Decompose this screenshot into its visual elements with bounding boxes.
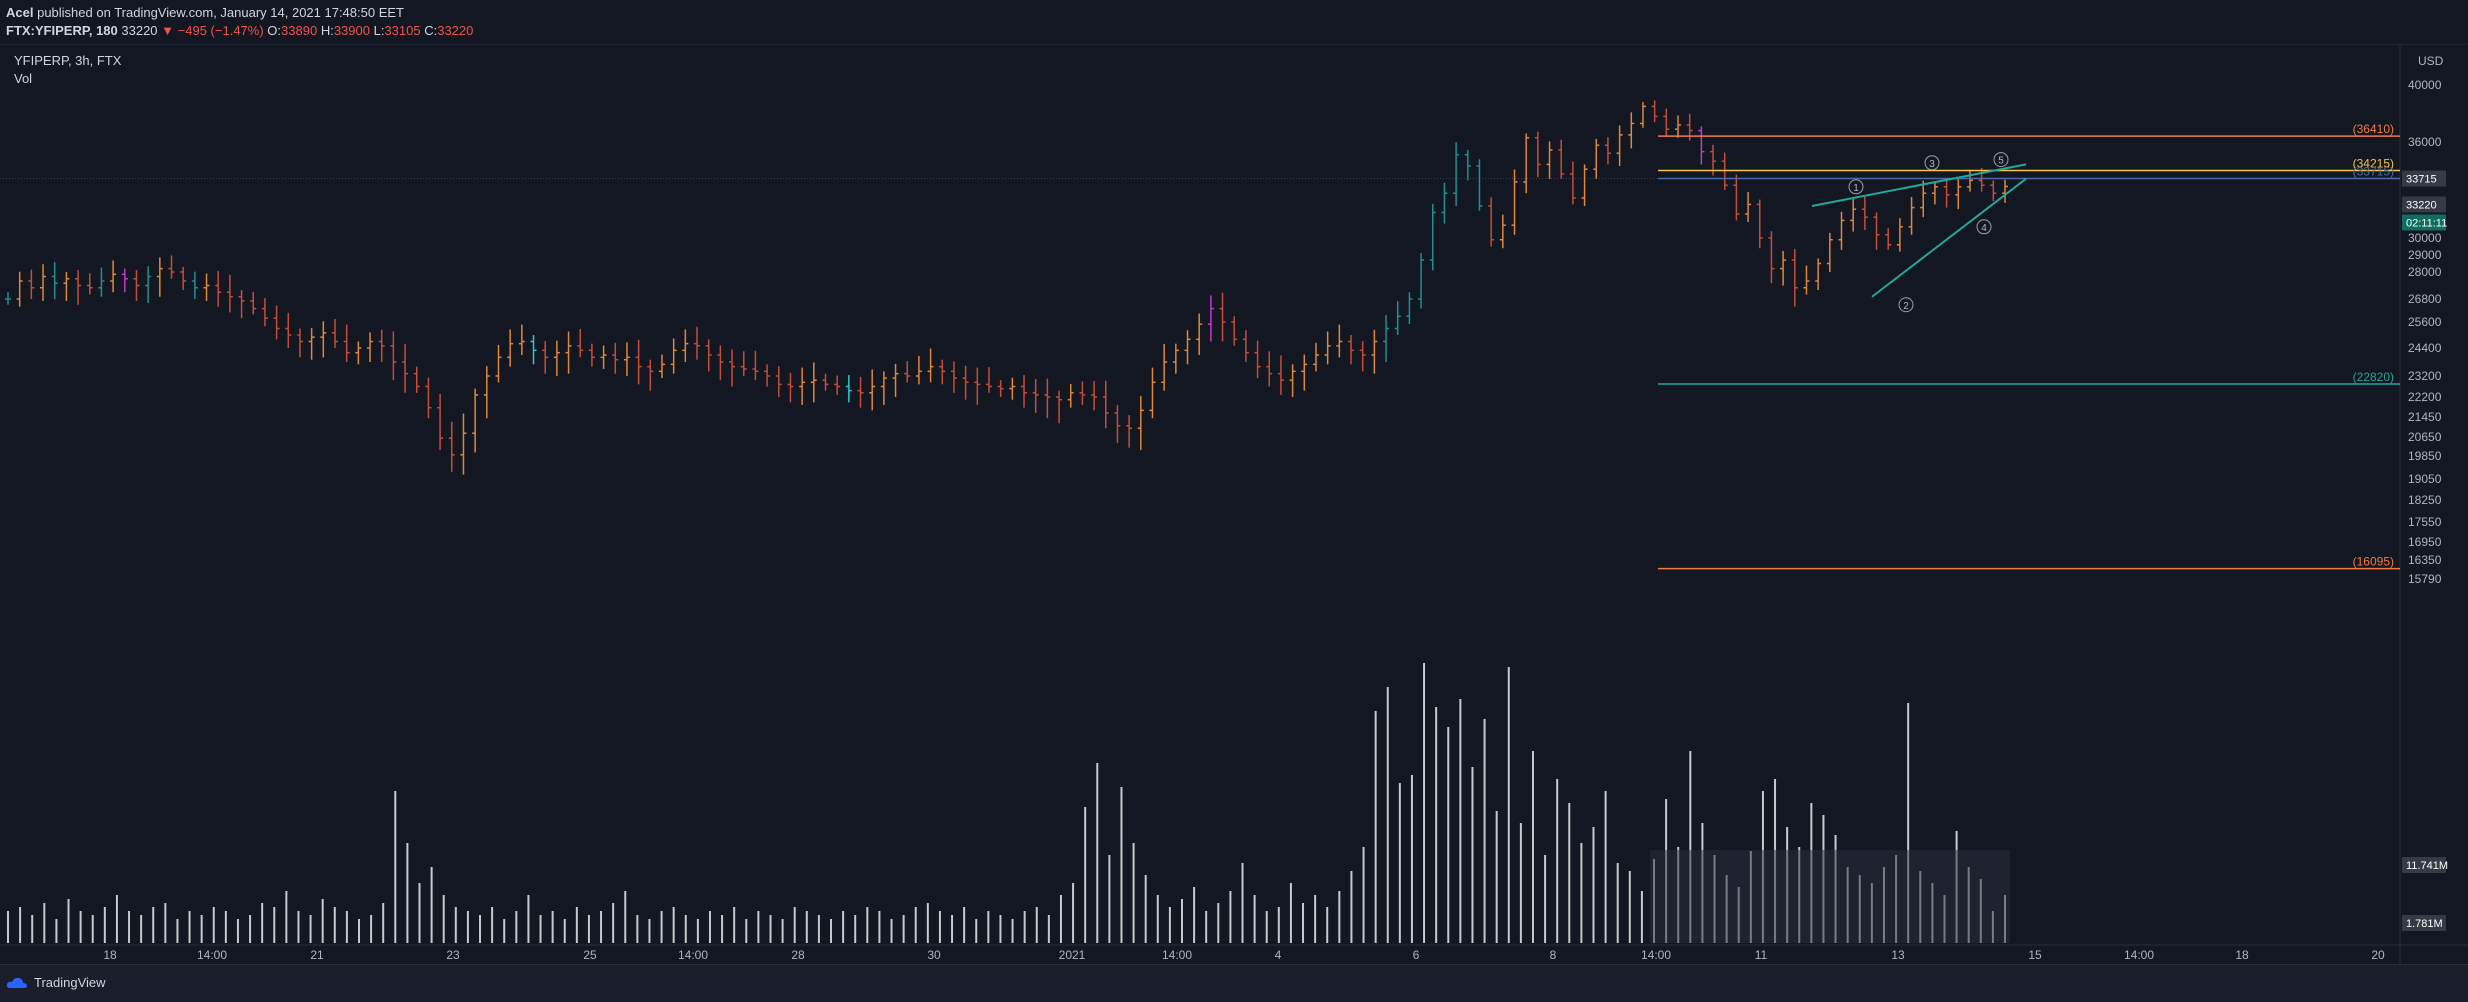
price-tick-label: 17550 [2408,515,2442,529]
crosshair-price-badge-bg [2402,170,2446,187]
author-name[interactable]: Acel [6,5,34,20]
level-label: (34215) [2353,157,2394,171]
price-tick-label: 29000 [2408,248,2442,262]
down-arrow-icon: ▼ [161,23,175,38]
wave-label: 3 [1929,159,1935,170]
wedge-lower-line [1871,178,2027,298]
price-tick-label: 15790 [2408,572,2442,586]
ohlc-line: FTX:YFIPERP, 180 33220 ▼ −495 (−1.47%) O… [6,23,473,38]
wave-label-circle [1924,155,1940,171]
time-tick-label: 4 [1275,948,1282,962]
time-tick-label: 14:00 [2124,948,2154,962]
wave-label-circle [1993,152,2009,168]
price-tick-label: 19050 [2408,472,2442,486]
level-label: (36410) [2353,122,2394,136]
footer-bar: TradingView [0,964,2468,1002]
price-tick-label: 24400 [2408,341,2442,355]
time-tick-label: 14:00 [197,948,227,962]
time-tick-label: 14:00 [1162,948,1192,962]
currency-label: USD [2418,54,2444,68]
crosshair-price-badge: 33715 [2406,174,2437,186]
last-price-badge-bg [2402,196,2446,213]
countdown-badge: 02:11:11 [2406,217,2447,229]
price-tick-label: 26800 [2408,292,2442,306]
tradingview-brand[interactable]: TradingView [6,975,106,990]
time-tick-label: 6 [1413,948,1420,962]
time-tick-label: 28 [791,948,805,962]
open-label: O: [267,23,282,38]
time-tick-label: 14:00 [1641,948,1671,962]
level-label: (16095) [2353,555,2394,569]
price-tick-label: 36000 [2408,135,2442,149]
ohlc-chart[interactable]: USD4000036000300002900028000268002560024… [0,45,2468,965]
high-label: H: [320,23,334,38]
volume-badge-bg [2402,857,2446,873]
legend-symbol[interactable]: YFIPERP, 3h, FTX [14,53,122,68]
wave-label: 5 [1998,156,2004,167]
price-tick-label: 22200 [2408,390,2442,404]
time-tick-label: 8 [1550,948,1557,962]
time-tick-label: 11 [1755,948,1768,962]
time-tick-label: 14:00 [678,948,708,962]
time-tick-label: 30 [927,948,941,962]
price-tick-label: 25600 [2408,315,2442,329]
symbol-interval: FTX:YFIPERP, 180 [6,23,118,38]
price-tick-label: 30000 [2408,231,2442,245]
low-value: 33105 [384,23,421,38]
published-text: published on TradingView.com, January 14… [37,5,404,20]
time-tick-label: 23 [446,948,460,962]
countdown-badge-bg [2402,214,2446,231]
price-tick-label: 16350 [2408,553,2442,567]
wave-label: 4 [1981,223,1987,234]
close-label: C: [424,23,438,38]
publish-info: Acel published on TradingView.com, Janua… [6,5,404,20]
volume-badge-2-bg [2402,915,2446,931]
open-value: 33890 [281,23,318,38]
wave-label-circle [1976,219,1992,235]
price-tick-label: 28000 [2408,265,2442,279]
time-tick-label: 18 [103,948,117,962]
price-tick-label: 23200 [2408,369,2442,383]
price-tick-label: 20650 [2408,430,2442,444]
wave-label: 1 [1853,183,1859,194]
time-tick-label: 21 [310,948,324,962]
chart-legend: YFIPERP, 3h, FTX Vol [14,52,121,88]
last-price: 33220 [121,23,158,38]
time-tick-label: 15 [2028,948,2042,962]
price-change: −495 (−1.47%) [177,23,264,38]
level-label: (33715) [2353,165,2394,179]
publish-header: Acel published on TradingView.com, Janua… [0,0,2468,45]
wave-label: 2 [1903,301,1909,312]
time-tick-label: 18 [2235,948,2249,962]
time-tick-label: 2021 [1059,948,1086,962]
price-tick-label: 16950 [2408,535,2442,549]
price-tick-label: 40000 [2408,78,2442,92]
time-tick-label: 20 [2371,948,2385,962]
chart-area[interactable]: USD 40000 36000 30000 29000 28000 26800 25600 24… [0,45,2468,965]
time-tick-label: 13 [1891,948,1905,962]
wedge-upper-line [1811,163,2027,207]
cloud-icon [6,977,28,988]
legend-indicator[interactable]: Vol [14,71,33,86]
low-label: L: [373,23,385,38]
wave-label-circle [1898,297,1914,313]
volume-badge: 11.741M [2406,860,2448,872]
brand-label: TradingView [34,975,106,990]
time-tick-label: 25 [583,948,597,962]
high-value: 33900 [333,23,370,38]
price-tick-label: 21450 [2408,410,2442,424]
last-price-badge: 33220 [2406,199,2437,211]
level-label: (22820) [2353,370,2394,384]
wave-label-circle [1848,179,1864,195]
price-tick-label: 18250 [2408,493,2442,507]
volume-ma-area [1650,850,2010,943]
volume-badge-2: 1.781M [2406,918,2443,930]
price-tick-label: 19850 [2408,449,2442,463]
close-value: 33220 [437,23,474,38]
